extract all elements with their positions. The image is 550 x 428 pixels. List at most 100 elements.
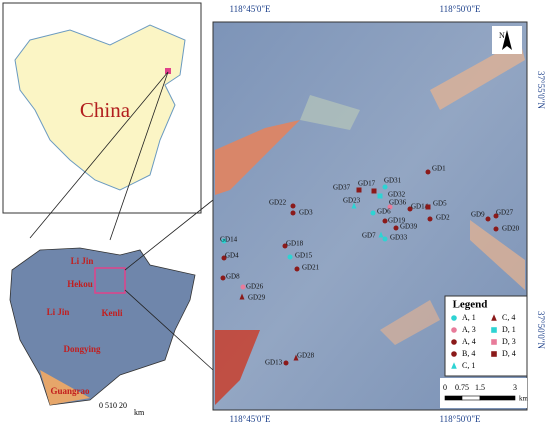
marker <box>377 193 383 199</box>
coord-label: 37°55'0"N <box>536 71 546 109</box>
marker <box>393 225 399 231</box>
legend-label: A, 3 <box>462 325 476 334</box>
point-label: GD7 <box>362 232 376 240</box>
scale-tick: 0.75 <box>455 383 469 392</box>
scale-tick: 1.5 <box>475 383 485 392</box>
point-label: GD6 <box>377 208 391 216</box>
point-label: GD15 <box>295 252 313 260</box>
scale-segment <box>479 395 516 401</box>
point-label: GD28 <box>297 352 315 360</box>
marker <box>282 243 288 249</box>
north-arrow <box>502 30 512 50</box>
country-label: China <box>80 98 131 122</box>
marker <box>382 236 388 242</box>
marker <box>221 255 227 261</box>
marker <box>451 362 457 369</box>
marker <box>493 226 499 232</box>
scale-tick: 3 <box>513 383 517 392</box>
point-label: GD19 <box>388 217 406 225</box>
marker <box>451 351 457 357</box>
point-label: GD21 <box>302 264 320 272</box>
coord-label: 37°50'0"N <box>536 311 546 349</box>
point-label: GD23 <box>343 197 361 205</box>
coord-label: 118°50'0"E <box>439 414 481 424</box>
point-label: GD32 <box>388 191 406 199</box>
point-label: GD27 <box>496 209 514 217</box>
marker <box>382 218 388 224</box>
legend-label: C, 1 <box>462 361 475 370</box>
marker <box>427 216 433 222</box>
marker <box>371 188 377 194</box>
legend-label: D, 4 <box>502 349 516 358</box>
scale-tick: 0 <box>443 383 447 392</box>
county-south <box>40 370 90 405</box>
point-label: GD5 <box>433 200 447 208</box>
point-label: GD8 <box>226 273 240 281</box>
point-label: GD33 <box>390 234 408 242</box>
legend-label: C, 4 <box>502 313 515 322</box>
legend-box <box>444 295 528 377</box>
coord-label: 118°50'0"E <box>439 4 481 14</box>
marker <box>491 351 497 357</box>
point-label: GD37 <box>333 184 351 192</box>
marker <box>240 284 246 290</box>
map-features <box>215 40 525 405</box>
point-label: GD9 <box>471 211 485 219</box>
marker <box>220 275 226 281</box>
marker <box>425 169 431 175</box>
marker <box>294 266 300 272</box>
county-shape <box>9 247 196 406</box>
point-label: GD4 <box>225 252 239 260</box>
county-label: Guangrao <box>50 386 90 396</box>
point-label: GD26 <box>246 283 264 291</box>
marker <box>451 339 457 345</box>
marker <box>221 238 227 244</box>
legend-label: D, 3 <box>502 337 516 346</box>
scale-segment <box>444 395 463 401</box>
legend-title: Legend <box>453 299 488 311</box>
county-scale-unit: km <box>134 408 145 417</box>
legend: A, 1 A, 3 A, 4 B, 4 C, 1 C, 4 D, 1 D, 3 D, 4 <box>451 313 516 370</box>
pointer-lines <box>29 71 214 371</box>
legend-label: B, 4 <box>462 349 475 358</box>
marker <box>356 187 362 193</box>
study-area-box <box>94 267 126 294</box>
marker <box>378 231 384 238</box>
marker <box>485 216 491 222</box>
marker <box>290 210 296 216</box>
marker <box>451 315 457 321</box>
point-label: GD36 <box>389 199 407 207</box>
north-label: N <box>499 31 505 40</box>
point-label: GD13 <box>265 359 283 367</box>
point-label: GD20 <box>502 225 520 233</box>
point-label: GD39 <box>400 223 418 231</box>
marker <box>283 360 289 366</box>
marker <box>370 210 376 216</box>
county-label: Hekou <box>67 279 93 289</box>
point-label: GD29 <box>248 294 266 302</box>
marker <box>491 327 497 333</box>
marker <box>351 202 357 209</box>
marker <box>287 254 293 260</box>
county-label: Kenli <box>101 308 123 318</box>
county-label: Li Jin <box>71 256 94 266</box>
county-label: Li Jin <box>47 307 70 317</box>
county-scale: 0 510 20 <box>99 401 127 410</box>
scale-box <box>440 378 527 408</box>
point-label: GD14 <box>220 236 238 244</box>
sampling-points: GD1 GD17 GD31 GD37 GD32 GD23 GD36 GD14 GD5 GD6 GD2… <box>220 165 520 367</box>
legend-label: A, 4 <box>462 337 476 346</box>
county-label: Dongying <box>63 344 101 354</box>
marker <box>382 184 388 190</box>
marker <box>493 213 499 219</box>
coord-label: 118°45'0"E <box>229 414 271 424</box>
point-label: GD22 <box>269 199 287 207</box>
point-label: GD31 <box>384 177 402 185</box>
scale-unit: km <box>519 395 529 403</box>
marker <box>491 339 497 345</box>
china-shape <box>14 24 186 191</box>
marker <box>293 354 299 361</box>
marker <box>290 203 296 209</box>
marker <box>387 204 393 210</box>
